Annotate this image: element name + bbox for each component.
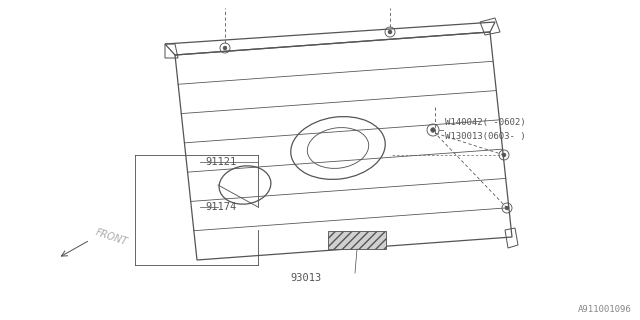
Text: W140042( -0602): W140042( -0602) xyxy=(445,117,525,126)
Bar xyxy=(328,231,386,249)
Circle shape xyxy=(502,153,506,157)
Text: FRONT: FRONT xyxy=(94,227,129,247)
Circle shape xyxy=(431,128,435,132)
Text: 91121: 91121 xyxy=(205,157,236,167)
Text: 91174: 91174 xyxy=(205,202,236,212)
Text: A911001096: A911001096 xyxy=(579,305,632,314)
Circle shape xyxy=(223,46,227,50)
Text: 93013: 93013 xyxy=(290,273,321,283)
Text: W130013(0603- ): W130013(0603- ) xyxy=(445,132,525,141)
Circle shape xyxy=(388,30,392,34)
Circle shape xyxy=(505,206,509,210)
